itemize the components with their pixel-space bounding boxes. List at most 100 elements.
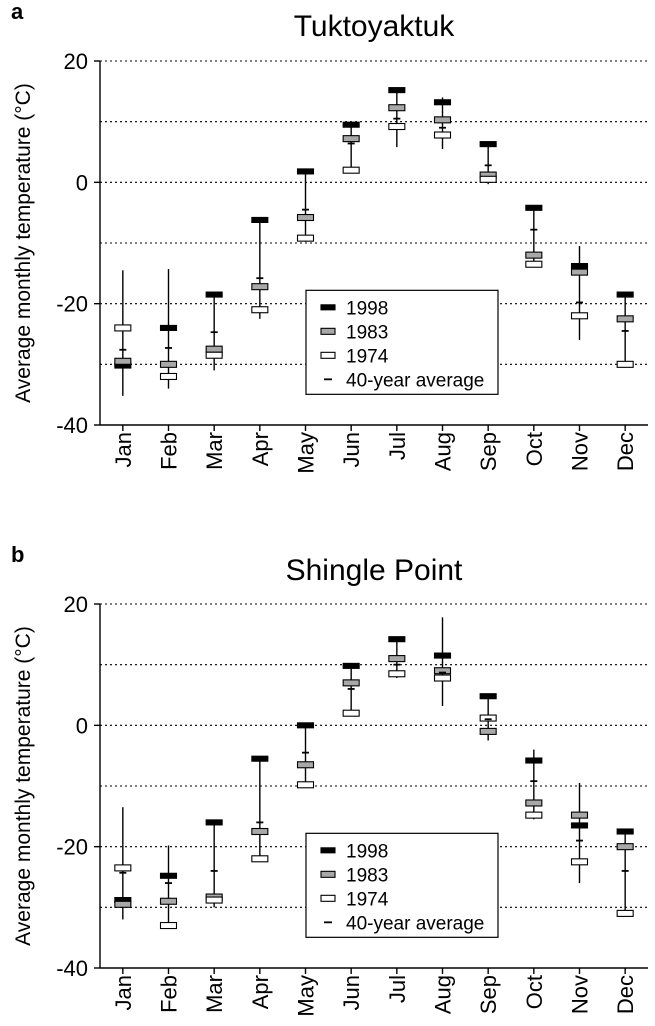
mark-1998	[205, 291, 223, 298]
legend-label: 40-year average	[346, 370, 484, 391]
x-tick-label: Apr	[248, 432, 273, 466]
mark-1983	[251, 283, 269, 291]
legend-swatch-1998	[320, 304, 336, 311]
mark-1974	[388, 670, 406, 678]
mark-1983	[114, 357, 132, 365]
mark-1974	[433, 131, 452, 139]
chart-title: Shingle Point	[286, 554, 463, 587]
mark-1974	[525, 811, 543, 819]
mark-1974	[433, 674, 452, 682]
legend-swatch-1974	[320, 894, 336, 902]
chart-panel-a: a Tuktoyaktuk 20 0 -20 -40 Average monthly tem…	[11, 0, 648, 474]
mark-1974	[570, 312, 589, 320]
mark-1998	[525, 757, 543, 764]
legend: 1998 1983 1974 40-year average	[305, 289, 499, 395]
y-tick-label: 0	[76, 170, 88, 195]
x-tick-label: Mar	[202, 432, 227, 470]
mark-1998	[479, 141, 497, 148]
mark-1974	[114, 864, 132, 872]
mark-1983	[159, 360, 178, 368]
mark-1983	[525, 251, 543, 259]
x-tick-label: Feb	[157, 975, 182, 1013]
mark-1998	[616, 291, 634, 298]
mark-1983	[342, 679, 360, 687]
mark-1974	[251, 855, 269, 863]
mark-1998	[251, 755, 269, 762]
mark-1974	[296, 781, 315, 789]
chart-panel-b: b Shingle Point 20 0 -20 -40 Average monthly t…	[11, 542, 648, 1017]
x-tick-label: Nov	[568, 975, 593, 1014]
mark-1983	[388, 655, 406, 663]
mark-1998	[205, 819, 223, 826]
mark-1983	[570, 811, 589, 819]
mark-1998	[570, 263, 589, 270]
x-tick-label: May	[294, 432, 319, 474]
mark-1974	[205, 351, 223, 359]
mark-1998	[296, 168, 315, 175]
mark-1974	[159, 372, 178, 381]
mark-1983	[251, 827, 269, 836]
mark-1998	[525, 204, 543, 211]
legend-label: 1998	[346, 841, 388, 862]
x-tick-label: Mar	[202, 975, 227, 1013]
x-tick-label: Oct	[522, 975, 547, 1009]
legend-label: 1983	[346, 865, 388, 886]
mark-1974	[205, 896, 223, 904]
legend-box	[305, 832, 499, 938]
mark-1998	[479, 693, 497, 700]
mark-1983	[433, 116, 452, 124]
legend-label: 1974	[346, 889, 389, 910]
mark-1983	[525, 799, 543, 807]
mark-1998	[251, 216, 269, 223]
mark-1983	[159, 897, 178, 905]
y-tick-label: 20	[64, 592, 88, 617]
x-tick-label: Aug	[431, 432, 456, 471]
x-tick-label: Dec	[613, 975, 638, 1014]
x-tick-label: Dec	[613, 432, 638, 471]
mark-1983	[570, 268, 589, 276]
x-tick-label: Nov	[568, 432, 593, 471]
y-tick-label: -40	[56, 956, 88, 981]
y-tick-label: -20	[56, 835, 88, 860]
mark-1974	[616, 360, 634, 368]
mark-1974	[525, 260, 543, 268]
legend-label: 1974	[346, 346, 389, 367]
mark-1974	[159, 921, 178, 930]
mark-1983	[616, 843, 634, 851]
x-tick-label: Jan	[111, 432, 136, 467]
mark-1998	[388, 636, 406, 643]
legend-label: 1998	[346, 298, 388, 319]
chart-title: Tuktoyaktuk	[294, 10, 456, 43]
mark-1974	[342, 709, 360, 717]
mark-1974	[342, 166, 360, 174]
mark-1998	[388, 87, 406, 94]
legend-swatch-1998	[320, 847, 336, 854]
mark-1983	[616, 315, 634, 323]
mark-1974	[479, 714, 497, 722]
legend-swatch-1983	[320, 870, 336, 878]
mark-1998	[296, 722, 315, 729]
mark-1998	[433, 99, 452, 106]
mark-1974	[388, 122, 406, 131]
y-tick-label: -40	[56, 413, 88, 438]
x-tick-label: Aug	[431, 975, 456, 1014]
x-tick-label: Jun	[339, 432, 364, 467]
y-tick-label: -20	[56, 292, 88, 317]
x-tick-label: Apr	[248, 975, 273, 1009]
mark-1983	[342, 135, 360, 143]
mark-1998	[342, 121, 360, 128]
legend-swatch-1983	[320, 327, 336, 335]
mark-1983	[388, 104, 406, 112]
legend: 1998 1983 1974 40-year average	[305, 832, 499, 938]
mark-1983	[296, 213, 315, 222]
y-tick-label: 20	[64, 49, 88, 74]
x-tick-label: Feb	[157, 432, 182, 470]
mark-1974	[114, 324, 132, 332]
x-tick-label: May	[294, 975, 319, 1017]
mark-1998	[433, 652, 452, 659]
mark-1998	[616, 828, 634, 835]
mark-1974	[479, 175, 497, 183]
x-tick-label: Jun	[339, 975, 364, 1010]
mark-1998	[159, 872, 178, 879]
